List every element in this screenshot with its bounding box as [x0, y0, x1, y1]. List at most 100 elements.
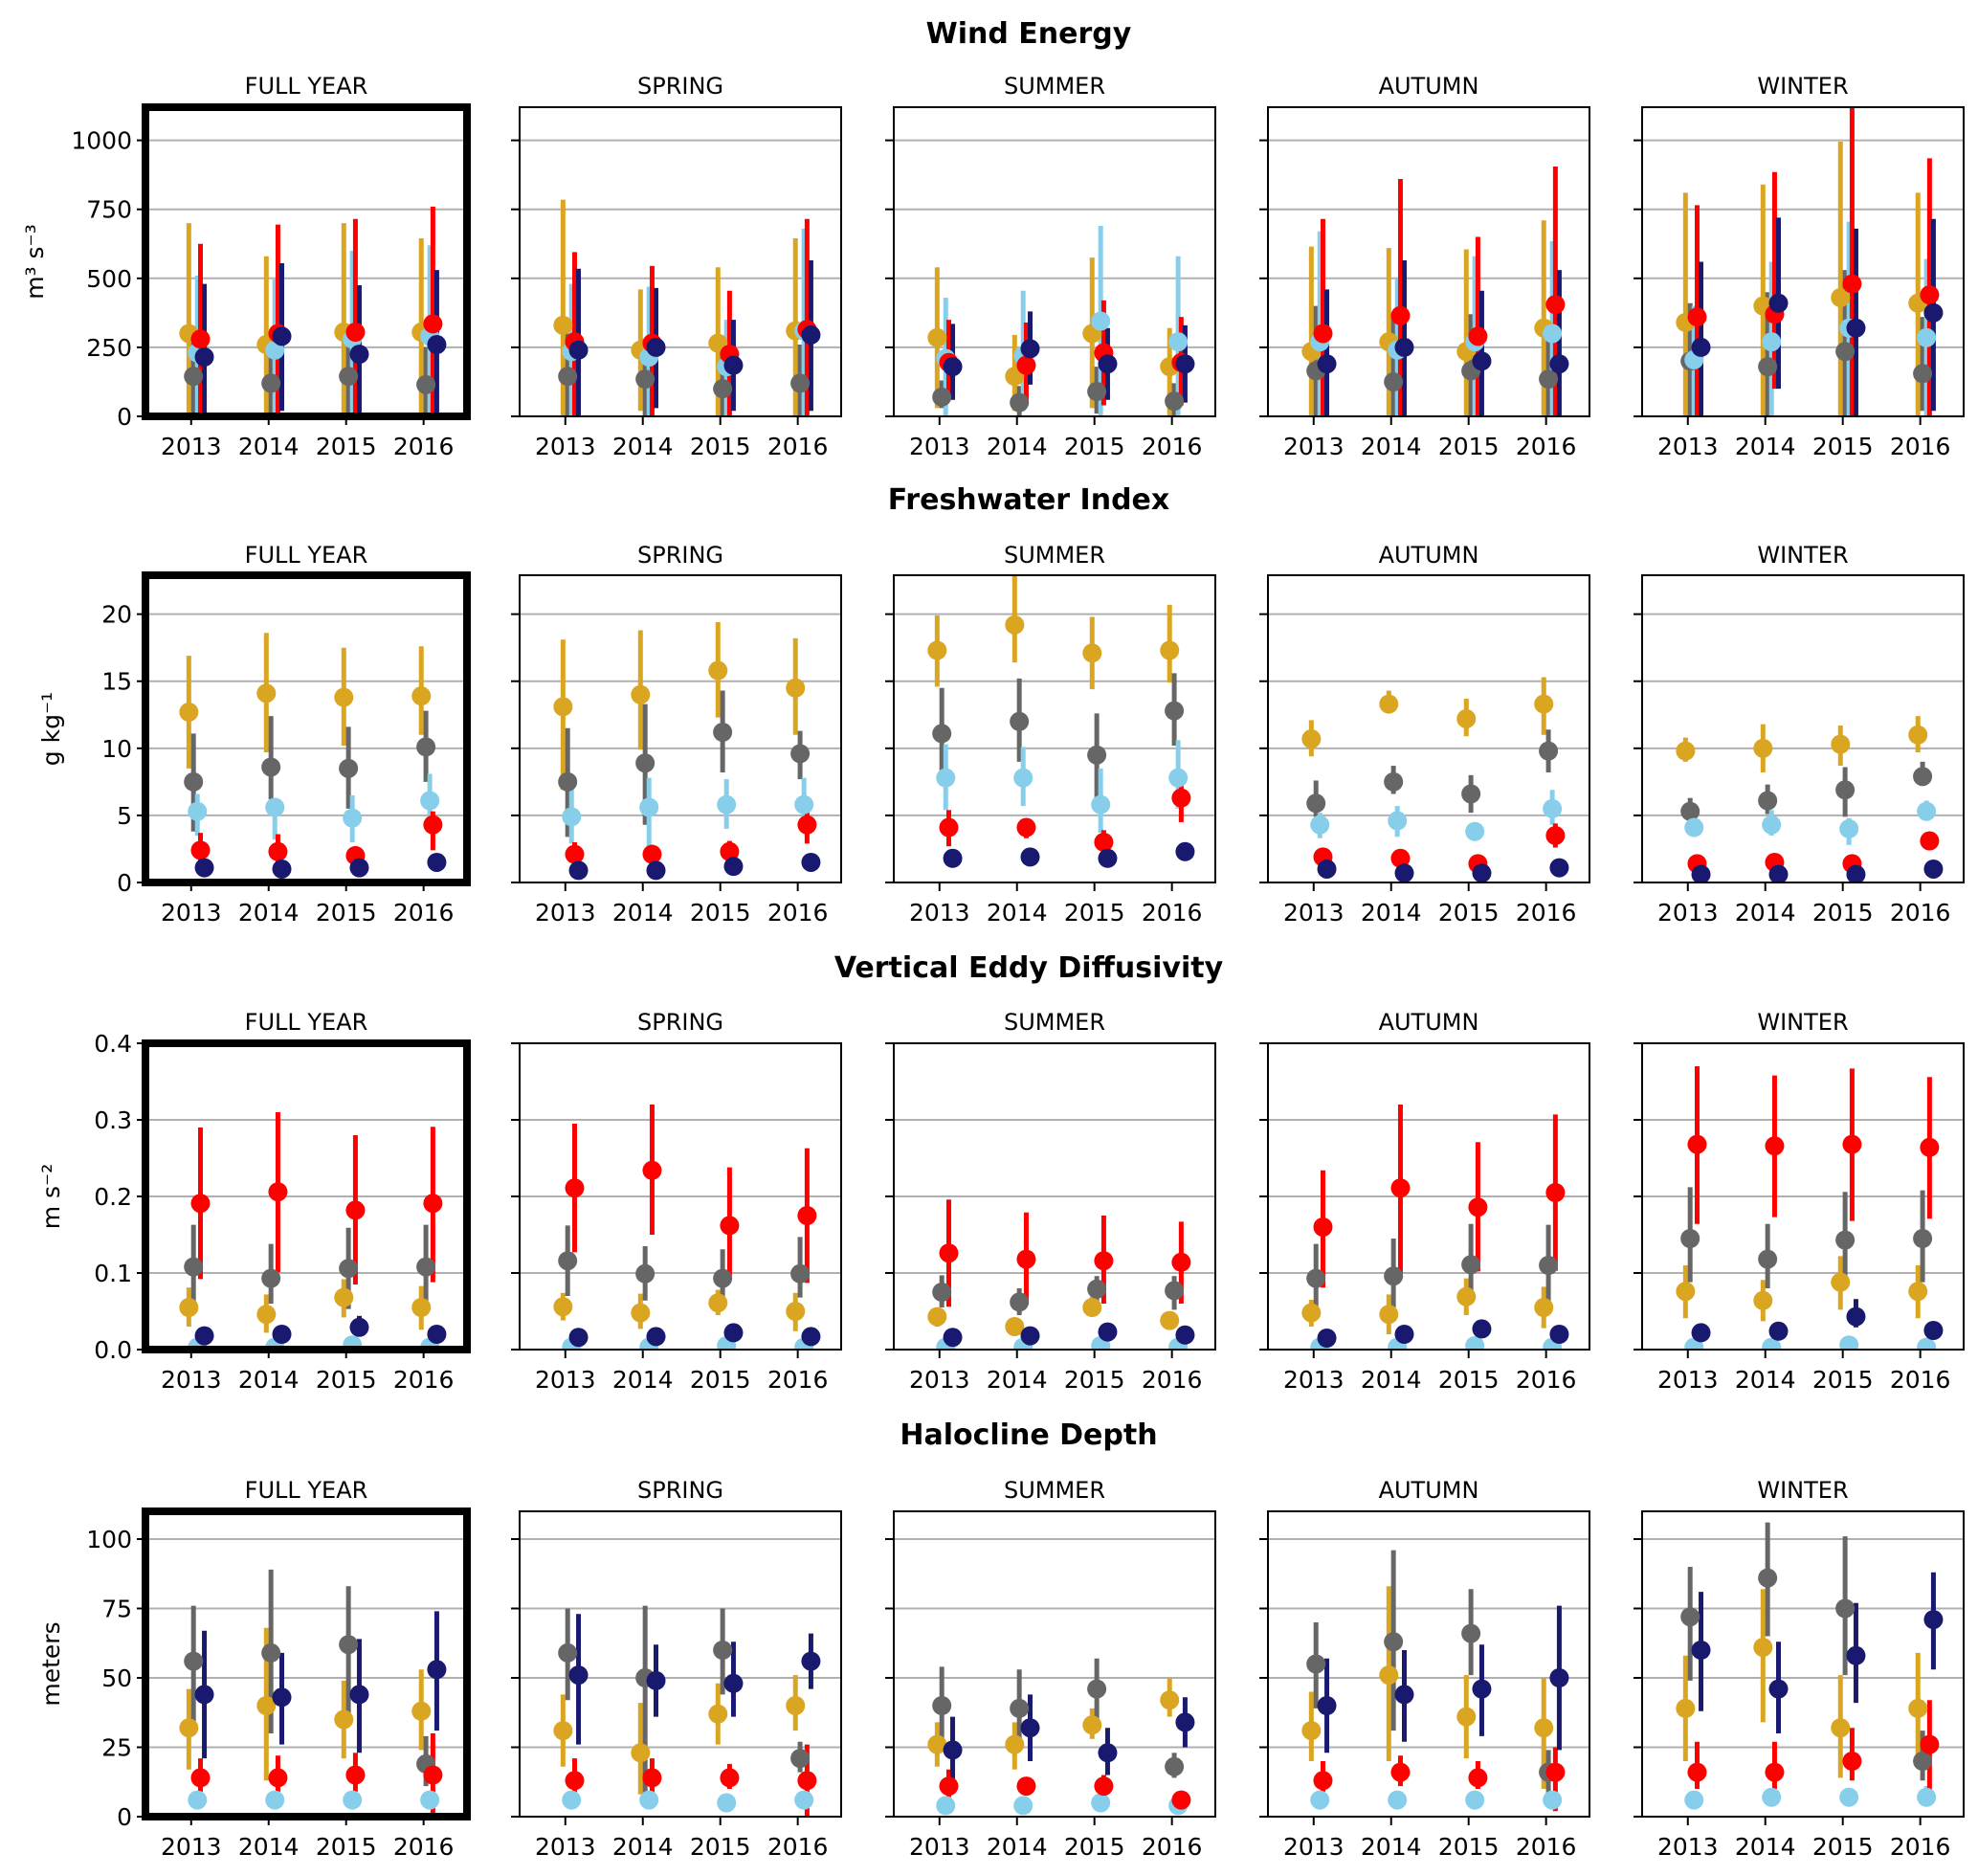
- panel-spring: SPRING 2013 2014 2015 2016: [511, 542, 842, 927]
- point-gray: [1165, 701, 1185, 721]
- x-tick-label: 2013: [535, 1833, 596, 1861]
- row-title: Vertical Eddy Diffusivity: [834, 951, 1224, 985]
- point-red: [720, 841, 740, 861]
- y-tick-label: 500: [86, 265, 132, 293]
- x-tick-label: 2014: [1361, 433, 1422, 460]
- x-tick-label: 2013: [1283, 899, 1345, 927]
- point-gold: [1082, 643, 1102, 663]
- point-navy: [1846, 318, 1866, 338]
- axes-frame: [1267, 1510, 1590, 1818]
- row-title: Freshwater Index: [888, 483, 1170, 517]
- point-lightblue: [794, 794, 814, 815]
- point-gray: [1306, 1268, 1326, 1288]
- point-red: [939, 817, 959, 838]
- row-wind-energy: Wind Energy FULL YEAR 0 250 500 750 1000 2013 20…: [21, 17, 1965, 460]
- point-gray: [1087, 1679, 1107, 1699]
- point-lightblue: [639, 1790, 659, 1810]
- point-red: [1920, 1137, 1940, 1157]
- point-navy: [1923, 302, 1944, 323]
- point-navy: [1472, 1319, 1492, 1339]
- x-tick-label: 2016: [393, 1366, 455, 1394]
- point-navy: [943, 357, 963, 377]
- x-tick-label: 2016: [1516, 899, 1577, 927]
- point-gold: [553, 1721, 573, 1741]
- point-gold: [1676, 1698, 1696, 1718]
- x-tick-label: 2016: [1142, 1366, 1203, 1394]
- y-tick-label: 0.3: [94, 1106, 132, 1134]
- point-gray: [1306, 1654, 1326, 1674]
- point-lightblue: [1388, 1790, 1408, 1810]
- x-tick-label: 2013: [535, 899, 596, 927]
- point-navy: [1098, 848, 1118, 868]
- y-tick-label: 100: [86, 1526, 132, 1553]
- point-red: [423, 314, 443, 334]
- y-tick-label: 0.0: [94, 1336, 132, 1364]
- point-lightblue: [717, 1793, 737, 1813]
- point-navy: [723, 355, 744, 375]
- point-red: [1920, 285, 1940, 305]
- point-gold: [1379, 1665, 1399, 1686]
- point-lightblue: [1310, 815, 1330, 835]
- panel-full-year: FULL YEAR 0 25 50 75 100 2013 2014 2015 2016: [86, 1477, 471, 1861]
- axes-frame: [893, 574, 1216, 883]
- point-gray: [1835, 1230, 1856, 1250]
- x-tick-label: 2014: [1361, 1833, 1422, 1861]
- point-navy: [1175, 354, 1195, 374]
- point-gray: [339, 367, 359, 387]
- point-red: [1313, 1217, 1333, 1237]
- point-red: [1765, 1762, 1785, 1782]
- point-gray: [184, 367, 204, 387]
- point-navy: [1098, 1322, 1118, 1342]
- point-red: [190, 1194, 211, 1214]
- x-tick-label: 2015: [316, 899, 377, 927]
- point-gray: [1384, 371, 1404, 391]
- point-gray: [1680, 801, 1700, 821]
- point-navy: [1768, 864, 1789, 882]
- point-navy: [272, 326, 292, 346]
- data-marks: [553, 1605, 821, 1817]
- point-gray: [184, 1651, 204, 1671]
- axes-frame: [519, 1510, 842, 1818]
- point-lightblue: [1168, 332, 1189, 352]
- point-lightblue: [1762, 815, 1782, 835]
- point-navy: [427, 1660, 447, 1680]
- point-red: [1545, 825, 1566, 845]
- axes-frame: [893, 1042, 1216, 1351]
- x-tick-label: 2014: [987, 1833, 1048, 1861]
- point-navy: [1098, 354, 1118, 374]
- point-gray: [790, 1749, 811, 1769]
- x-tick-label: 2013: [161, 433, 222, 460]
- data-marks: [1301, 167, 1569, 416]
- x-tick-label: 2015: [1438, 899, 1500, 927]
- point-red: [1687, 307, 1707, 327]
- data-marks: [1676, 107, 1944, 416]
- panel-title: WINTER: [1757, 73, 1848, 100]
- point-red: [565, 844, 585, 864]
- point-gold: [1379, 694, 1399, 714]
- point-navy: [801, 324, 821, 345]
- point-navy: [1846, 1645, 1866, 1665]
- point-red: [720, 1768, 740, 1788]
- data-marks: [1301, 677, 1569, 882]
- point-gray: [1758, 1568, 1778, 1588]
- point-lightblue: [1013, 1796, 1033, 1816]
- point-red: [565, 1771, 585, 1791]
- panel-title: WINTER: [1757, 1009, 1848, 1036]
- point-gold: [1676, 1282, 1696, 1302]
- point-gray: [1010, 711, 1030, 731]
- panel-title: SPRING: [637, 1009, 723, 1036]
- y-tick-label: 75: [101, 1596, 132, 1623]
- row-title: Halocline Depth: [900, 1418, 1157, 1452]
- panel-full-year: FULL YEAR 0 5 10 15 20 2013 2014 2015 2016: [101, 542, 471, 927]
- axes-frame: [1267, 574, 1590, 883]
- data-marks: [1676, 716, 1944, 882]
- x-tick-label: 2013: [161, 899, 222, 927]
- point-red: [1920, 831, 1940, 851]
- point-red: [1313, 324, 1333, 344]
- point-lightblue: [1839, 818, 1859, 838]
- point-red: [1313, 1771, 1333, 1791]
- point-gold: [1082, 1298, 1102, 1317]
- x-tick-label: 2014: [612, 433, 674, 460]
- point-red: [1390, 305, 1411, 325]
- x-tick-label: 2016: [393, 433, 455, 460]
